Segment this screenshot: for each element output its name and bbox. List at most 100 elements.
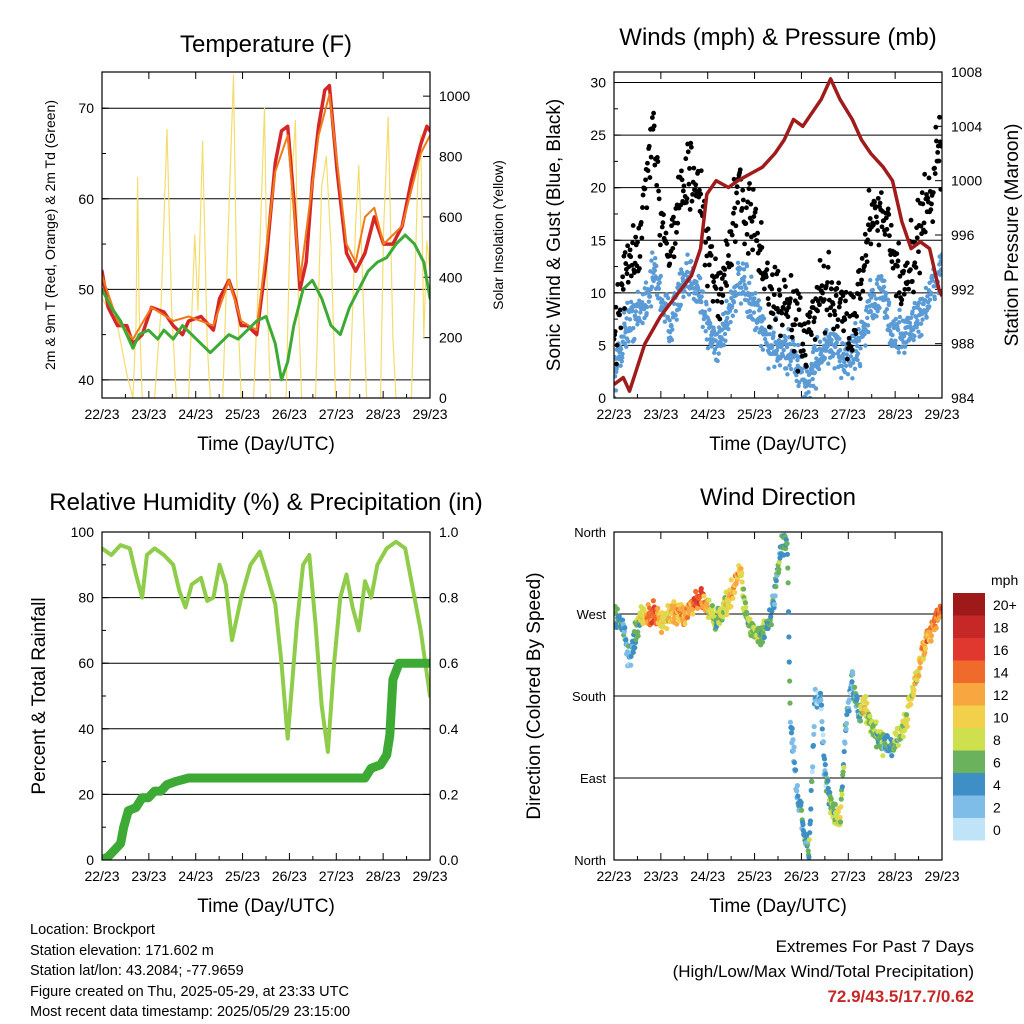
wind-point [797,380,802,385]
wind-point [911,327,916,332]
direction-point [655,605,661,611]
direction-point [838,804,844,810]
wind-point [782,334,788,340]
gust-point [702,262,708,268]
gust-point [918,223,924,229]
wind-point [674,317,679,322]
wind-point [852,366,858,372]
direction-point [759,639,766,645]
gust-point [821,263,827,269]
wind-point [788,366,794,372]
direction-legend-label: 20+ [993,597,1017,613]
gust-point [874,220,880,225]
gust-point [765,260,770,266]
gust-point [857,296,863,301]
gust-point [913,265,919,270]
wind-point [850,376,855,381]
wind-point [715,358,720,364]
direction-point [739,570,745,576]
wind-point [866,298,872,303]
gust-point [875,228,881,233]
winds-xtick-label: 23/23 [643,406,678,422]
direction-point [938,613,942,620]
direction-legend-label: 2 [993,800,1001,816]
winds-y2tick-label: 1008 [951,64,982,80]
gust-point [884,226,890,232]
wind-point [777,363,783,368]
direction-point [825,778,831,784]
gust-point [630,223,636,228]
direction-point [744,611,750,617]
gust-point [783,284,788,289]
temperature-series-dewpoint [102,233,430,382]
gust-point [656,196,662,202]
temperature-y2label: Solar Insolation (Yellow) [490,160,506,310]
gust-point [705,283,710,289]
wind-point [649,258,654,263]
direction-point [614,606,620,612]
wind-point [693,291,699,296]
station-elevation: Station elevation: 171.602 m [30,942,214,959]
gust-point [703,239,708,245]
wind-point [758,306,763,311]
wind-point [939,260,942,266]
gust-point [867,216,873,221]
gust-point [785,314,791,320]
wind-point [700,324,705,330]
wind-point [855,351,861,356]
direction-point [933,625,939,631]
direction-point [808,787,814,794]
gust-point [750,247,756,253]
gust-point [654,155,660,160]
wind-point [746,280,752,286]
wind-point [699,294,704,299]
direction-point [671,599,677,605]
gust-point [635,239,640,245]
gust-point [938,186,942,192]
direction-point [807,818,814,824]
gust-point [889,259,895,264]
direction-legend-label: 18 [993,620,1009,636]
gust-point [716,291,722,297]
direction-legend-swatch [953,728,985,751]
wind-point [618,346,624,352]
wind-point [647,294,653,299]
winds-y2tick-label: 1000 [951,173,982,189]
gust-point [763,274,769,280]
direction-point [789,725,795,732]
direction-point [808,806,814,812]
wind-point [881,284,887,290]
wind-point [657,280,662,285]
gust-point [713,286,719,291]
gust-point [874,214,879,220]
direction-point [768,614,774,620]
gust-point [936,158,942,164]
winds-xtick-label: 26/23 [784,406,819,422]
direction-point [743,604,749,611]
gust-point [649,115,655,121]
direction-point [818,697,824,703]
gust-point [615,282,621,287]
direction-point [852,684,858,690]
direction-point [908,701,914,707]
direction-point [716,621,723,627]
direction-legend-swatch [953,705,985,728]
gust-point [905,279,911,285]
direction-point [841,748,847,755]
wind-point [839,375,844,381]
gust-point [745,251,751,256]
temperature-y2tick-label: 400 [439,269,463,285]
winds-xtick-label: 29/23 [924,406,959,422]
gust-point [628,254,634,260]
wind-point [795,357,800,363]
humidity-frame [101,531,431,861]
wind-point [799,369,805,375]
direction-xtick-label: 28/23 [878,868,913,884]
gust-point [896,240,902,246]
wind-point [918,321,924,326]
winds-frame [613,71,943,399]
direction-frame [613,531,943,861]
gust-point [706,236,712,241]
winds-ytick-label: 20 [590,180,606,196]
direction-point [900,734,906,740]
